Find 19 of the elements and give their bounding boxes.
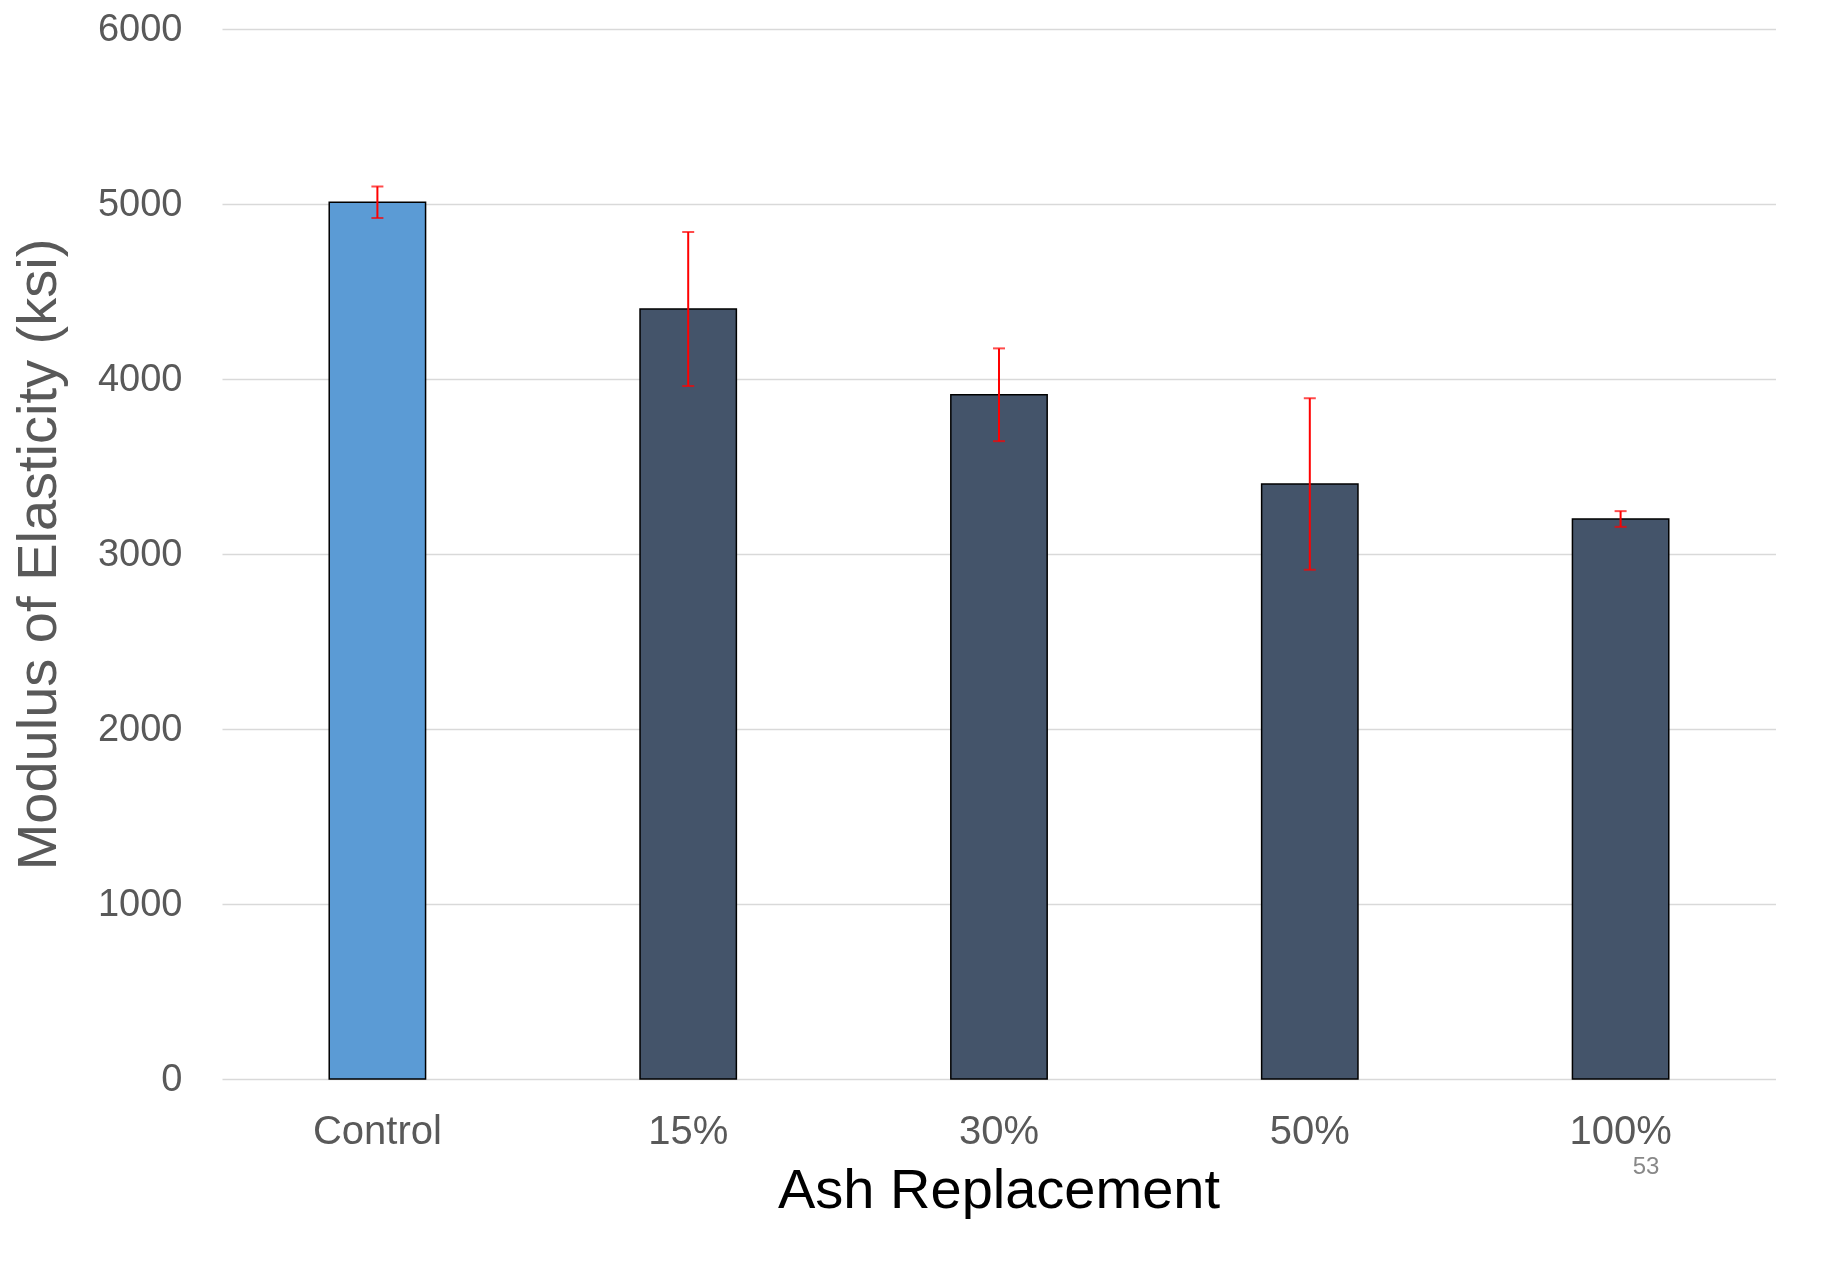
x-tick-label: 30% [958, 1107, 1040, 1152]
x-tick-label: 15% [648, 1107, 729, 1152]
y-tick-label: 2000 [97, 706, 183, 749]
y-tick-label: 5000 [97, 181, 183, 224]
bar [328, 201, 427, 1080]
bar [1571, 518, 1670, 1080]
y-tick-label: 0 [161, 1056, 183, 1099]
x-tick-label: Control [312, 1107, 442, 1152]
bar [639, 308, 738, 1080]
y-tick-label: 1000 [97, 881, 183, 924]
y-axis-title: Modulus of Elasticity (ksi) [4, 238, 68, 871]
bar [950, 394, 1048, 1080]
bar [1260, 483, 1359, 1080]
x-tick-label: 50% [1269, 1107, 1350, 1152]
y-tick-label: 3000 [97, 531, 183, 574]
x-tick-label: 100% [1569, 1107, 1672, 1152]
y-tick-label: 4000 [97, 356, 183, 399]
text: 53 [1632, 1152, 1660, 1179]
y-tick-label: 6000 [97, 6, 183, 49]
